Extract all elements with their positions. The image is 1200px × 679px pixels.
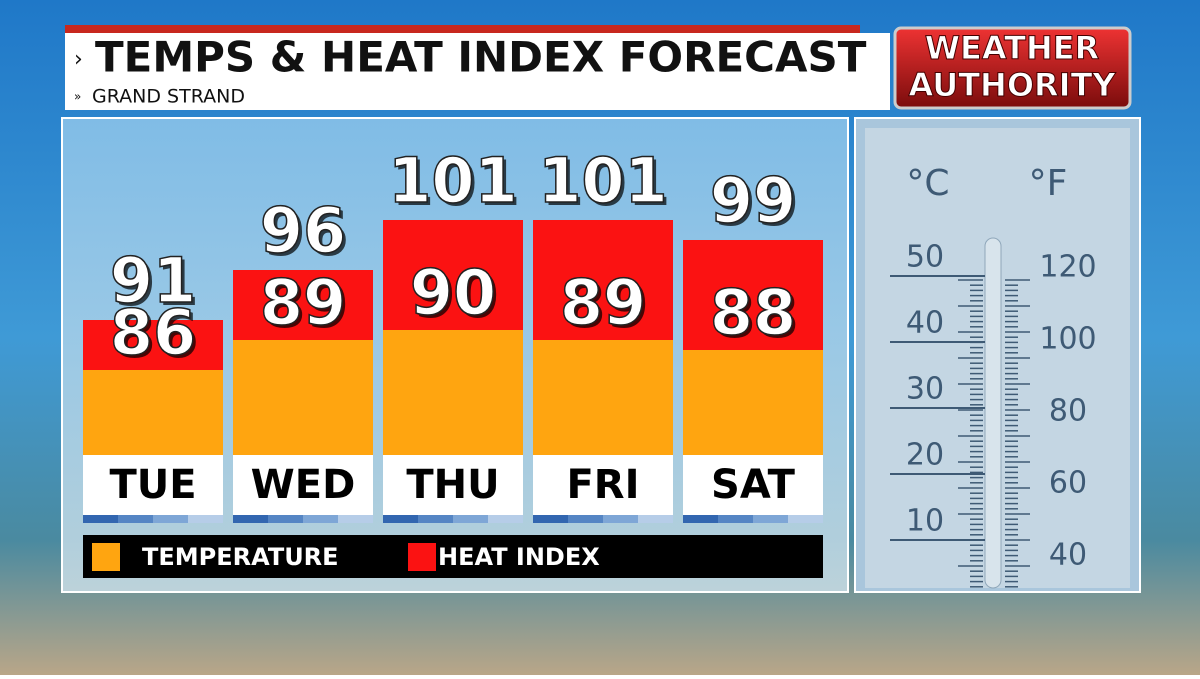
- day-strip: [418, 515, 453, 523]
- day-strip: [303, 515, 338, 523]
- x-tick-label: TUE: [109, 462, 196, 508]
- fahrenheit-label: 80: [1049, 394, 1087, 429]
- celsius-unit: °C: [906, 163, 949, 204]
- day-strip: [153, 515, 188, 523]
- value-label: 89: [563, 269, 649, 342]
- bar: [533, 340, 673, 455]
- day-strip: [683, 515, 718, 523]
- x-tick-label: SAT: [711, 462, 796, 508]
- day-box: [83, 455, 223, 515]
- celsius-label: 20: [906, 438, 944, 473]
- fahrenheit-label: 40: [1049, 538, 1087, 573]
- legend-label: TEMPERATURE: [142, 543, 339, 571]
- value-label: 91: [110, 244, 196, 317]
- value-label: 96: [263, 197, 349, 270]
- day-strip: [383, 515, 418, 523]
- fahrenheit-label: 60: [1049, 466, 1087, 501]
- celsius-label: 30: [906, 372, 944, 407]
- chevron: »: [74, 90, 81, 104]
- celsius-label: 50: [906, 240, 944, 275]
- day-strip: [453, 515, 488, 523]
- legend: [83, 535, 823, 578]
- value-label: 101: [388, 144, 517, 217]
- value-label: 88: [710, 276, 796, 349]
- fahrenheit-unit: °F: [1029, 163, 1068, 204]
- day-box: [383, 455, 523, 515]
- day-strip: [268, 515, 303, 523]
- value-label: 91: [113, 247, 199, 320]
- fahrenheit-label: 120: [1039, 250, 1096, 285]
- day-strip: [233, 515, 268, 523]
- day-strip: [753, 515, 788, 523]
- day-box: [683, 455, 823, 515]
- day-strip: [718, 515, 753, 523]
- value-label: 99: [710, 164, 796, 237]
- bar: [683, 350, 823, 455]
- day-strip: [788, 515, 823, 523]
- legend-swatch: [92, 543, 120, 571]
- value-label: 101: [538, 144, 667, 217]
- header-strip: [65, 25, 860, 33]
- thermometer-tube: [984, 237, 1002, 589]
- logo-text: WEATHER: [925, 29, 1100, 67]
- title: TEMPS & HEAT INDEX FORECAST: [95, 33, 867, 82]
- value-label: 89: [263, 269, 349, 342]
- x-tick-label: FRI: [566, 462, 639, 508]
- day-strip: [568, 515, 603, 523]
- day-strip: [188, 515, 223, 523]
- value-label: 96: [260, 194, 346, 267]
- legend-swatch: [408, 543, 436, 571]
- value-label: 88: [713, 279, 799, 352]
- value-label: 101: [391, 147, 520, 220]
- celsius-label: 10: [906, 504, 944, 539]
- day-box: [233, 455, 373, 515]
- day-strip: [83, 515, 118, 523]
- day-strip: [118, 515, 153, 523]
- subtitle: GRAND STRAND: [92, 86, 245, 108]
- bar: [233, 340, 373, 455]
- day-strip: [603, 515, 638, 523]
- value-label: 89: [560, 266, 646, 339]
- legend-label: HEAT INDEX: [438, 543, 600, 571]
- x-tick-label: THU: [406, 462, 499, 508]
- value-label: 86: [113, 299, 199, 372]
- value-label: 99: [713, 167, 799, 240]
- logo-text: AUTHORITY: [908, 66, 1116, 104]
- chevron: ›: [74, 47, 83, 72]
- value-label: 101: [541, 147, 670, 220]
- value-label: 90: [410, 256, 496, 329]
- day-strip: [638, 515, 673, 523]
- day-strip: [338, 515, 373, 523]
- value-label: 89: [260, 266, 346, 339]
- fahrenheit-label: 100: [1039, 322, 1096, 357]
- header: [65, 33, 890, 110]
- bar: [83, 370, 223, 455]
- value-label: 90: [413, 259, 499, 332]
- day-box: [533, 455, 673, 515]
- logo-box: [893, 26, 1132, 110]
- day-strip: [533, 515, 568, 523]
- day-strip: [488, 515, 523, 523]
- value-label: 86: [110, 296, 196, 369]
- celsius-label: 40: [906, 306, 944, 341]
- bar: [383, 330, 523, 455]
- x-tick-label: WED: [251, 462, 356, 508]
